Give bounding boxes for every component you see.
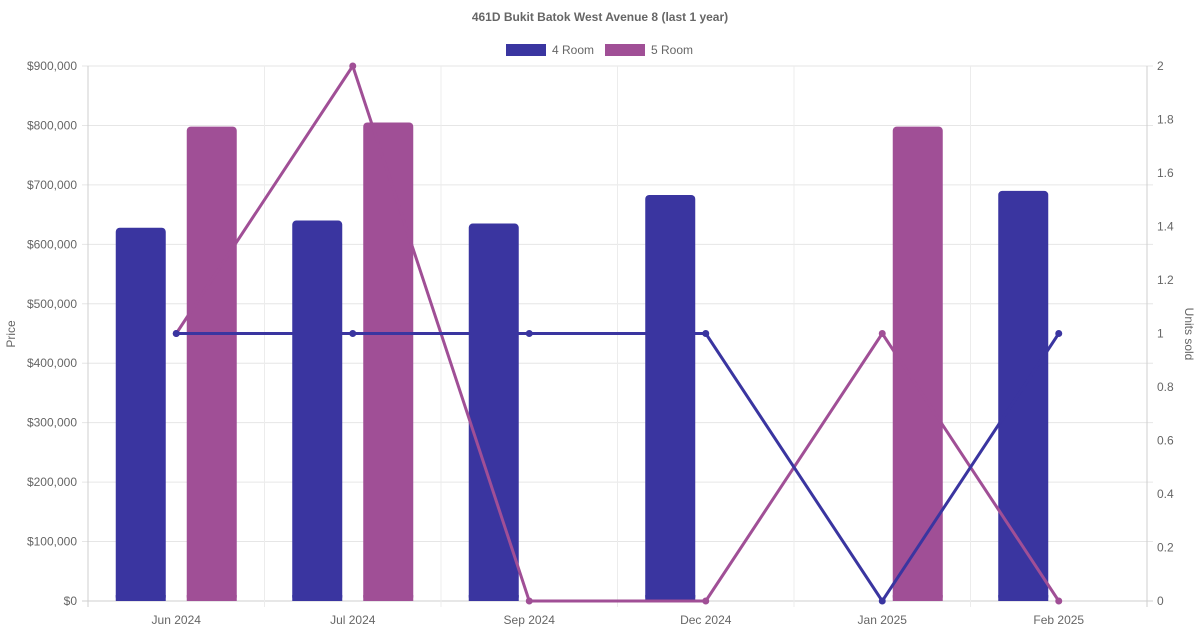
y-right-tick-label: 0.8 — [1157, 380, 1174, 394]
units-point-5-room — [878, 330, 886, 337]
y-right-tick-label: 1.2 — [1157, 273, 1174, 287]
bar-4-room — [998, 190, 1049, 602]
bar-base-4-room — [115, 595, 166, 601]
x-tick-label: Jul 2024 — [330, 613, 376, 627]
y-right-tick-label: 0.2 — [1157, 541, 1174, 555]
y-left-tick-label: $900,000 — [27, 59, 77, 73]
legend-swatch-5-room — [605, 44, 645, 56]
y-left-tick-label: $800,000 — [27, 118, 77, 132]
y-right-tick-label: 1 — [1157, 327, 1164, 341]
legend-item-5-room[interactable]: 5 Room — [605, 43, 693, 57]
bar-4-room — [115, 227, 166, 601]
units-point-5-room — [702, 597, 710, 605]
y-left-tick-label: $200,000 — [27, 475, 77, 489]
bars — [115, 122, 1049, 602]
units-point-4-room — [1055, 330, 1063, 337]
y-left-tick-label: $600,000 — [27, 237, 77, 251]
y-right-tick-label: 1.8 — [1157, 113, 1174, 127]
bar-5-room — [892, 126, 943, 601]
y-right-tick-label: 0.4 — [1157, 487, 1174, 501]
x-tick-label: Sep 2024 — [504, 613, 556, 627]
bar-base-5-room — [186, 595, 237, 601]
y-axis-right-label: Units sold — [1182, 308, 1196, 361]
x-tick-label: Jun 2024 — [152, 613, 202, 627]
bar-base-4-room — [998, 595, 1049, 601]
x-tick-label: Jan 2025 — [858, 613, 908, 627]
y-left-tick-label: $0 — [64, 594, 78, 608]
y-right-tick-label: 1.6 — [1157, 166, 1174, 180]
y-left-tick-label: $700,000 — [27, 178, 77, 192]
y-axis-left-label: Price — [4, 320, 18, 348]
y-left-tick-label: $100,000 — [27, 535, 77, 549]
bar-base-4-room — [468, 595, 519, 601]
x-axis-ticks: Jun 2024 Jul 2024 Sep 2024 Dec 2024 Jan 2025… — [152, 613, 1085, 627]
y-right-tick-label: 2 — [1157, 59, 1164, 73]
chart-title: 461D Bukit Batok West Avenue 8 (last 1 y… — [472, 10, 728, 24]
bar-5-room — [186, 126, 237, 601]
y-axis-right-ticks: 0 0.2 0.4 0.6 0.8 1 1.2 1.4 1.6 1.8 2 — [1157, 59, 1174, 608]
units-point-4-room — [525, 330, 533, 337]
legend-label-4-room: 4 Room — [552, 43, 594, 57]
unit-lines — [172, 62, 1063, 605]
x-tick-label: Feb 2025 — [1033, 613, 1084, 627]
units-line-4-room — [176, 332, 1061, 603]
y-right-tick-label: 0.6 — [1157, 434, 1174, 448]
x-tick-label: Dec 2024 — [680, 613, 732, 627]
legend-swatch-4-room — [506, 44, 546, 56]
y-right-tick-label: 1.4 — [1157, 220, 1174, 234]
y-axis-left-ticks: $0 $100,000 $200,000 $300,000 $400,000 $500,0… — [27, 59, 77, 608]
bar-base-5-room — [892, 595, 943, 601]
units-line-5-room — [174, 64, 1061, 603]
legend-item-4-room[interactable]: 4 Room — [506, 43, 594, 57]
y-left-tick-label: $300,000 — [27, 416, 77, 430]
bar-5-room — [363, 122, 414, 601]
y-left-tick-label: $400,000 — [27, 356, 77, 370]
units-point-4-room — [172, 330, 180, 337]
y-left-tick-label: $500,000 — [27, 297, 77, 311]
bar-4-room — [468, 223, 519, 601]
units-point-5-room — [349, 62, 357, 70]
bar-base-4-room — [292, 595, 343, 601]
legend: 4 Room 5 Room — [506, 43, 693, 57]
legend-label-5-room: 5 Room — [651, 43, 693, 57]
units-point-5-room — [525, 597, 533, 605]
y-right-tick-label: 0 — [1157, 594, 1164, 608]
bar-base-5-room — [363, 595, 414, 601]
bar-4-room — [292, 220, 343, 602]
units-point-4-room — [349, 330, 357, 337]
bar-base-4-room — [645, 595, 696, 601]
units-point-4-room — [702, 330, 710, 337]
units-point-5-room — [1055, 597, 1063, 605]
grid-lines — [82, 65, 1153, 607]
units-point-4-room — [878, 597, 886, 605]
bar-4-room — [645, 194, 696, 601]
